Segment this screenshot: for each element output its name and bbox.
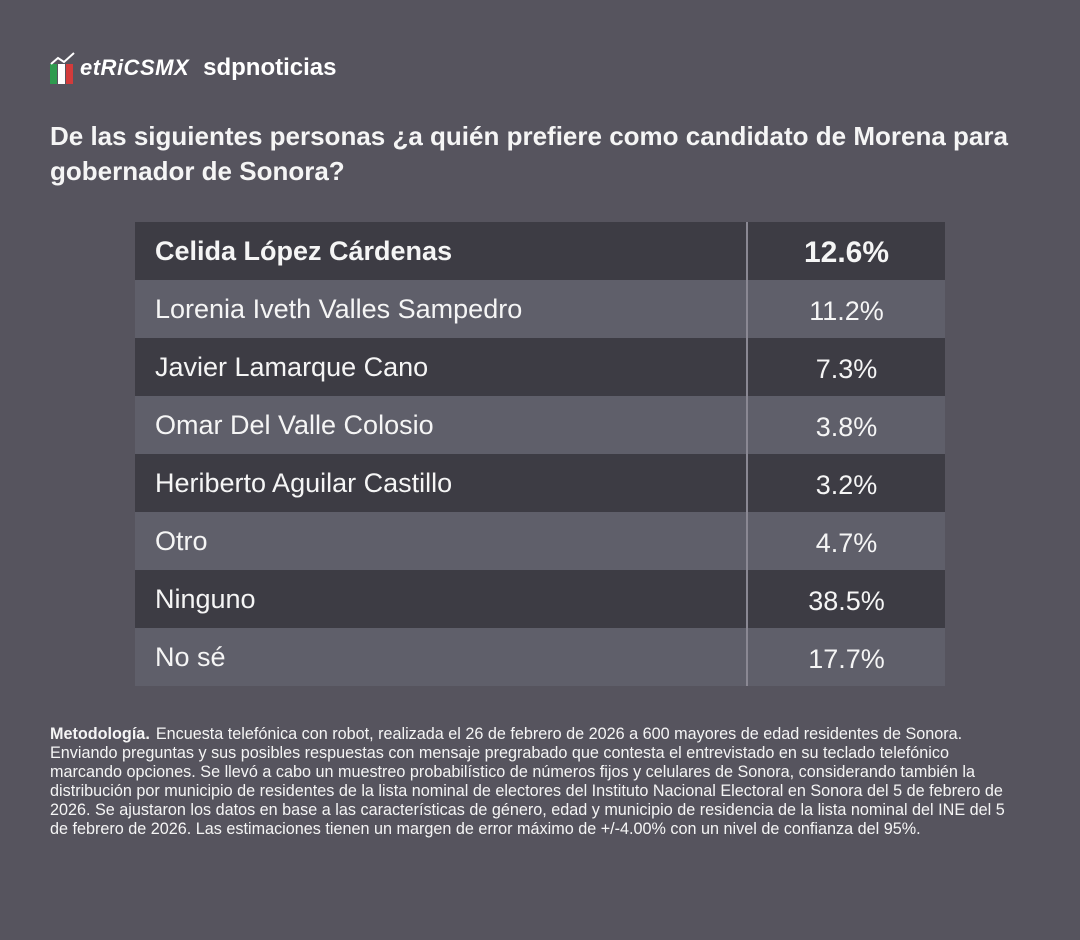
candidate-name: Lorenia Iveth Valles Sampedro — [135, 280, 748, 338]
methodology-text: Encuesta telefónica con robot, realizada… — [50, 725, 1005, 838]
percentage: 11.2% — [809, 295, 884, 326]
table-row: Heriberto Aguilar Castillo 3.2% — [135, 454, 945, 512]
logo-icon — [50, 52, 75, 84]
candidate-name: Javier Lamarque Cano — [135, 338, 748, 396]
percentage: 17.7% — [808, 643, 885, 674]
percentage: 7.3% — [815, 353, 878, 384]
table: Celida López Cárdenas 12.6% Lorenia Iveth … — [135, 222, 945, 686]
percentage: 12.6% — [803, 236, 890, 269]
methodology: Metodología. Encuesta telefónica con robo… — [50, 725, 1025, 839]
percentage: 3.8% — [815, 411, 878, 442]
logo: etRiCSMX sdpnoticias — [50, 50, 336, 86]
candidate-name: No sé — [135, 628, 748, 686]
candidate-name: Omar Del Valle Colosio — [135, 396, 748, 454]
methodology-label: Metodología. — [50, 725, 150, 743]
percentage: 3.2% — [815, 469, 878, 500]
table-row: Otro 4.7% — [135, 512, 945, 570]
table-row: Omar Del Valle Colosio 3.8% — [135, 396, 945, 454]
brand: etRiCSMX — [80, 55, 190, 80]
partner: sdpnoticias — [203, 54, 337, 81]
title: De las siguientes personas ¿a quién pref… — [50, 121, 1008, 186]
percentage: 38.5% — [808, 585, 885, 616]
candidate-name: Otro — [135, 512, 748, 570]
table-row: Lorenia Iveth Valles Sampedro 11.2% — [135, 280, 945, 338]
candidate-name: Ninguno — [135, 570, 748, 628]
table-row: No sé 17.7% — [135, 628, 945, 686]
candidate-name: Celida López Cárdenas — [135, 222, 748, 280]
table-row: Javier Lamarque Cano 7.3% — [135, 338, 945, 396]
table-row: Celida López Cárdenas 12.6% — [135, 222, 945, 280]
percentage: 4.7% — [815, 527, 878, 558]
candidate-name: Heriberto Aguilar Castillo — [135, 454, 748, 512]
table-row: Ninguno 38.5% — [135, 570, 945, 628]
